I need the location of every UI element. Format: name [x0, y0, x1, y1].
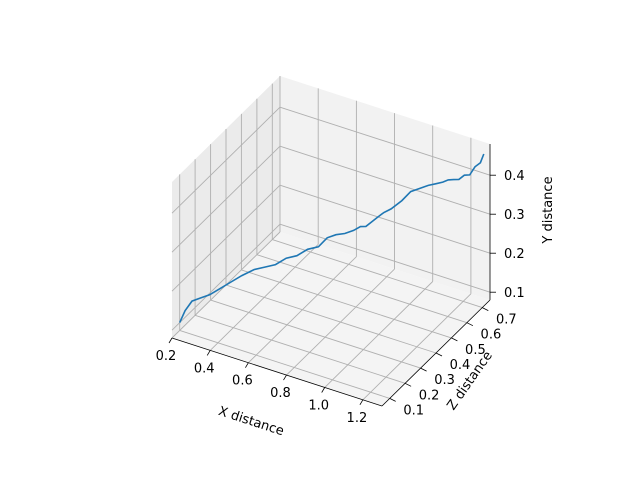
tick-marks — [168, 174, 496, 406]
y-gridline-back — [279, 106, 491, 176]
series-line — [178, 153, 485, 323]
z-gridline-floor — [179, 329, 390, 399]
z-tick-label: 0.5 — [465, 343, 486, 358]
z-tick-label: 0.6 — [481, 328, 502, 343]
y-gridline-left — [171, 106, 281, 214]
z-gridline-floor — [241, 269, 452, 339]
z-tick-label: 0.2 — [419, 388, 440, 403]
z-tick — [389, 398, 396, 402]
x-tick — [321, 387, 326, 393]
x-axis-line — [171, 337, 383, 407]
z-tick — [435, 352, 443, 357]
x-axis-label: X distance — [216, 404, 285, 439]
z-tick — [420, 367, 427, 372]
z-tick — [451, 337, 458, 342]
x-tick — [245, 362, 249, 368]
z-tick-label: 0.1 — [403, 403, 424, 418]
x-tick — [168, 337, 173, 344]
x-tick — [283, 374, 287, 381]
x-tick-label: 0.6 — [232, 374, 253, 389]
z-tick-label: 0.3 — [434, 373, 455, 388]
x-tick-label: 0.8 — [270, 386, 291, 401]
grid-lines — [171, 76, 491, 401]
y-tick-label: 0.1 — [504, 286, 525, 301]
y-tick-label: 0.4 — [504, 169, 525, 184]
y-gridline-back — [279, 223, 491, 293]
y-gridline-left — [171, 223, 281, 331]
z-tick-label: 0.4 — [450, 358, 471, 373]
x-tick-label: 0.2 — [156, 349, 177, 364]
x-tick — [206, 350, 211, 356]
back-pane — [280, 76, 490, 300]
axis-panes — [172, 76, 490, 406]
y-gridline-left — [171, 145, 281, 253]
z-tick — [404, 382, 412, 387]
z-gridline-floor — [225, 284, 437, 354]
z-tick-label: 0.7 — [496, 313, 517, 328]
x-tick-label: 1.0 — [308, 399, 329, 414]
z-gridline-floor — [256, 254, 468, 324]
z-tick — [466, 322, 474, 327]
z-gridline-floor — [194, 314, 406, 384]
x-tick-label: 0.4 — [194, 361, 215, 376]
x-tick-label: 1.2 — [347, 411, 368, 426]
z-gridline-floor — [272, 239, 483, 309]
z-tick — [482, 307, 489, 311]
y-axis-label: Y distance — [541, 176, 556, 244]
y-gridline-left — [171, 184, 281, 292]
z-gridline-floor — [210, 299, 421, 369]
y-gridline-back — [279, 145, 491, 215]
y-gridline-back — [279, 184, 491, 254]
y-tick-label: 0.3 — [504, 208, 525, 223]
y-tick-label: 0.2 — [504, 247, 525, 262]
tick-labels: 0.20.40.60.81.01.2 0.10.20.30.40.50.60.70… — [156, 169, 525, 426]
x-tick — [359, 399, 364, 406]
